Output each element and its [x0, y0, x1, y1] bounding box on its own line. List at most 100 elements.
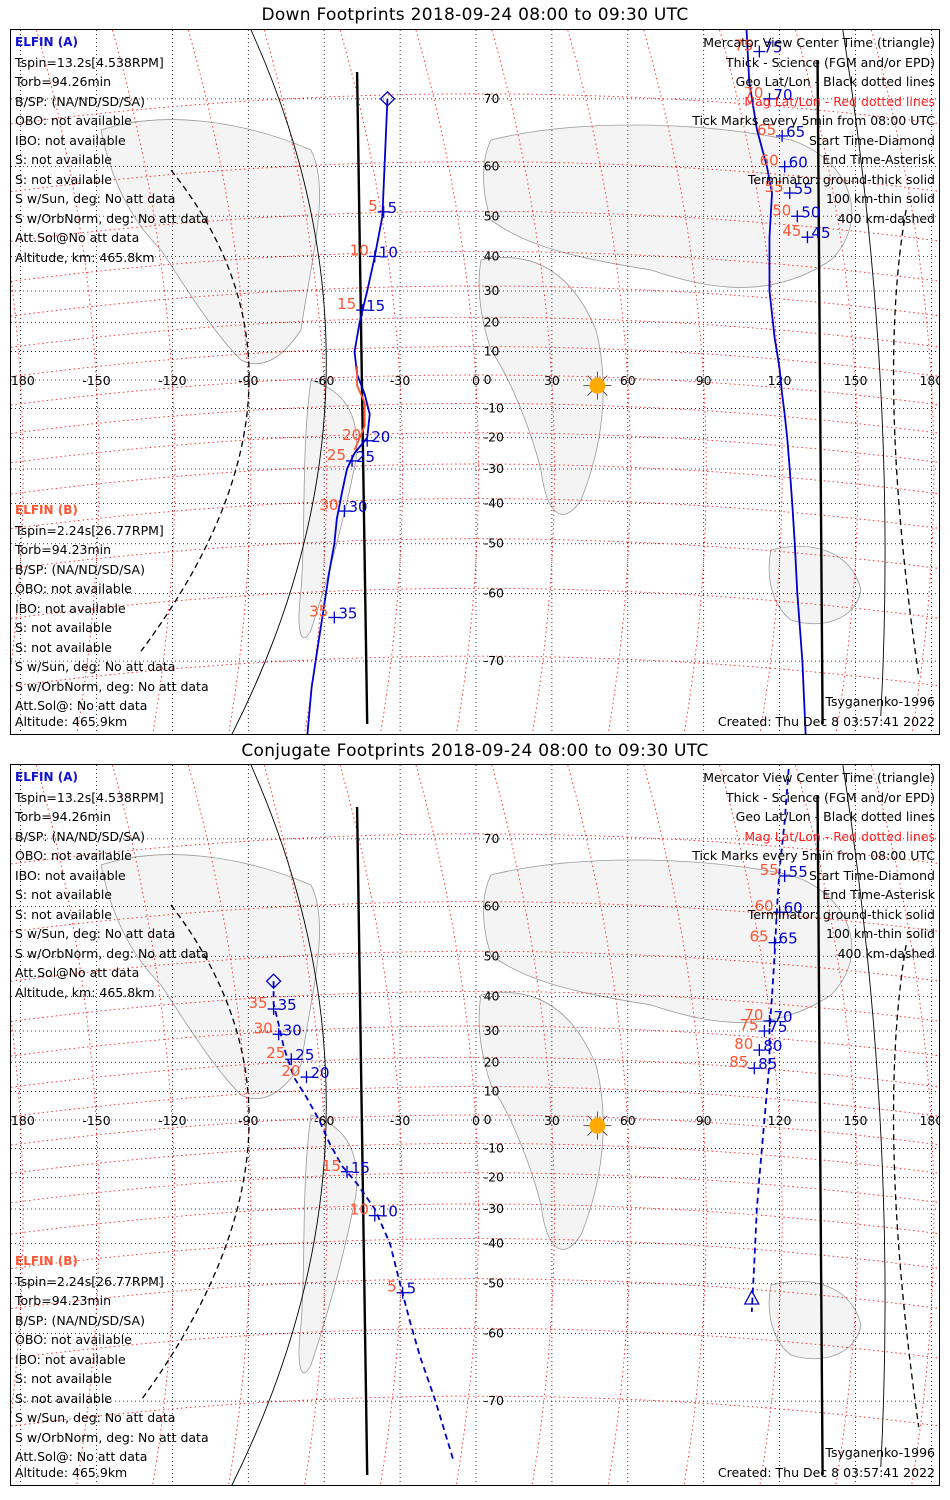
info-line: Altitude, km: 465.8km — [15, 249, 155, 265]
mag-parallel — [11, 833, 939, 865]
sun-icon — [589, 377, 606, 394]
lat-tick-label: 50 — [484, 208, 500, 223]
model-label: Tsyganenko-1996 — [825, 1445, 935, 1460]
mag-meridian — [415, 30, 479, 734]
info-line: S w/Sun, deg: No att data — [15, 1410, 176, 1425]
footprint-track-east — [750, 765, 790, 1313]
lon-tick-label: -150 — [82, 1113, 110, 1128]
altitude-100km-east — [842, 765, 886, 1468]
landmass-outline — [100, 119, 320, 365]
time-tick-east-label-b: 65 — [757, 121, 776, 139]
time-tick-west-label-a: 30 — [283, 1021, 302, 1039]
lat-tick-label: 30 — [484, 283, 500, 298]
lat-tick-label: 20 — [484, 314, 500, 329]
mag-parallel — [11, 161, 939, 193]
time-tick-east-label-b: 55 — [760, 861, 779, 879]
time-tick-east-label-a: 60 — [784, 899, 803, 917]
mag-parallel — [11, 587, 939, 619]
info-line: IBO: not available — [15, 600, 126, 616]
info-line: IBO: not available — [15, 1351, 126, 1367]
time-tick-west-label-b: 10 — [350, 1201, 369, 1219]
info-line: B/SP: (NA/ND/SD/SA) — [15, 561, 145, 577]
lat-tick-label: 70 — [484, 831, 500, 846]
altitude-100km-west — [231, 30, 327, 734]
altitude-100km-west — [231, 765, 327, 1485]
time-tick-west-label-b: 15 — [322, 1157, 341, 1175]
created-label: Created: Thu Dec 8 03:57:41 2022 — [717, 713, 935, 729]
panel-2-title: Conjugate Footprints 2018-09-24 08:00 to… — [241, 741, 709, 761]
time-tick-west-label-a: 5 — [407, 1280, 417, 1298]
mercator-map: -180-150-120-90-60-300306090120150180706… — [11, 30, 939, 734]
altitude-400km-west — [140, 169, 250, 652]
mag-parallel — [11, 1172, 939, 1204]
altitude-400km-east — [892, 944, 920, 1428]
footprint-track-east — [745, 30, 807, 734]
legend-line: Mercator View Center Time (triangle) — [703, 770, 935, 785]
legend-line: Tick Marks every 5min from 08:00 UTC — [692, 848, 935, 863]
mag-parallel — [11, 1114, 939, 1146]
lat-tick-label: 70 — [484, 91, 500, 106]
lon-tick-label: 0 — [472, 1113, 480, 1128]
lon-tick-label: -180 — [11, 1113, 35, 1128]
info-line: S w/Sun, deg: No att data — [15, 659, 176, 674]
mag-parallel — [11, 432, 939, 464]
time-tick-west-label-a: 15 — [351, 1159, 370, 1177]
lat-tick-label: 0 — [484, 372, 492, 387]
lat-tick-label: -60 — [484, 585, 504, 600]
time-tick-west-label-b: 30 — [254, 1019, 273, 1037]
time-tick-west-label-b: 15 — [337, 295, 356, 313]
lon-tick-label: 120 — [768, 373, 792, 388]
footprint-track-west — [306, 98, 389, 734]
time-tick-west-label-b: 30 — [319, 496, 338, 514]
time-tick-east-label-b: 45 — [782, 222, 801, 240]
elfin-a-header: ELFIN (A) — [15, 770, 78, 784]
terminator-east — [816, 794, 824, 1476]
mag-parallel — [11, 463, 939, 495]
mag-parallel — [11, 1238, 939, 1270]
footprint-track-west — [272, 981, 455, 1461]
elfin-b-info: ELFIN (B) Tspin=2.24s[26.77RPM] Torb=94.… — [15, 1252, 209, 1467]
sun-ray — [587, 1115, 593, 1121]
legend-line: Mercator View Center Time (triangle) — [703, 35, 935, 50]
mag-parallel — [11, 250, 939, 282]
lon-tick-label: -150 — [82, 373, 110, 388]
lon-tick-label: -180 — [11, 373, 35, 388]
footprint-track-b — [353, 365, 366, 451]
legend-line: Geo Lat/Lon - Black dotted lines — [735, 74, 935, 89]
info-line: Torb=94.23min — [15, 1293, 112, 1308]
time-tick-west-label-b: 35 — [249, 994, 268, 1012]
info-line: Att.Sol@: No att data — [15, 698, 148, 713]
mag-parallel — [11, 1203, 939, 1235]
elfin-b-header: ELFIN (B) — [15, 1254, 78, 1268]
info-line: S: not available — [15, 152, 112, 167]
lat-tick-label: -50 — [484, 536, 504, 551]
time-tick-east-label-b: 60 — [755, 897, 774, 915]
created-label: Created: Thu Dec 8 03:57:41 2022 — [717, 1464, 935, 1480]
time-tick-east-label-a: 55 — [789, 863, 808, 881]
mag-parallel — [11, 950, 939, 982]
info-line: IBO: not available — [15, 132, 126, 148]
lat-tick-label: 60 — [484, 159, 500, 174]
panel-1-title: Down Footprints 2018-09-24 08:00 to 09:3… — [261, 5, 689, 25]
legend-line: End Time-Asterisk — [822, 152, 935, 167]
altitude-400km-east — [892, 209, 920, 677]
time-tick-east-label-b: 70 — [744, 84, 763, 102]
time-tick-west-label-a: 10 — [379, 1203, 398, 1221]
lon-tick-label: 60 — [620, 1113, 636, 1128]
lon-tick-label: 180 — [919, 1113, 940, 1128]
legend-line: 400 km-dashed — [837, 210, 935, 226]
landmass-outline — [298, 379, 358, 639]
mag-parallel — [11, 1327, 939, 1359]
lon-tick-label: -60 — [314, 373, 334, 388]
info-line: S: not available — [15, 1390, 112, 1406]
down-footprints-map-panel: -180-150-120-90-60-300306090120150180706… — [10, 29, 940, 735]
mag-parallel — [11, 93, 939, 125]
mag-parallel — [11, 346, 939, 378]
time-tick-west-label-a: 15 — [366, 297, 385, 315]
time-tick-east-label-a: 45 — [811, 224, 830, 242]
legend-line: Thick - Science (FGM and/or EPD) — [726, 54, 935, 70]
lat-tick-label: 20 — [484, 1054, 500, 1069]
legend-line: Thick - Science (FGM and/or EPD) — [726, 789, 935, 805]
info-line: OBO: not available — [15, 581, 132, 596]
lon-tick-label: -90 — [238, 1113, 258, 1128]
